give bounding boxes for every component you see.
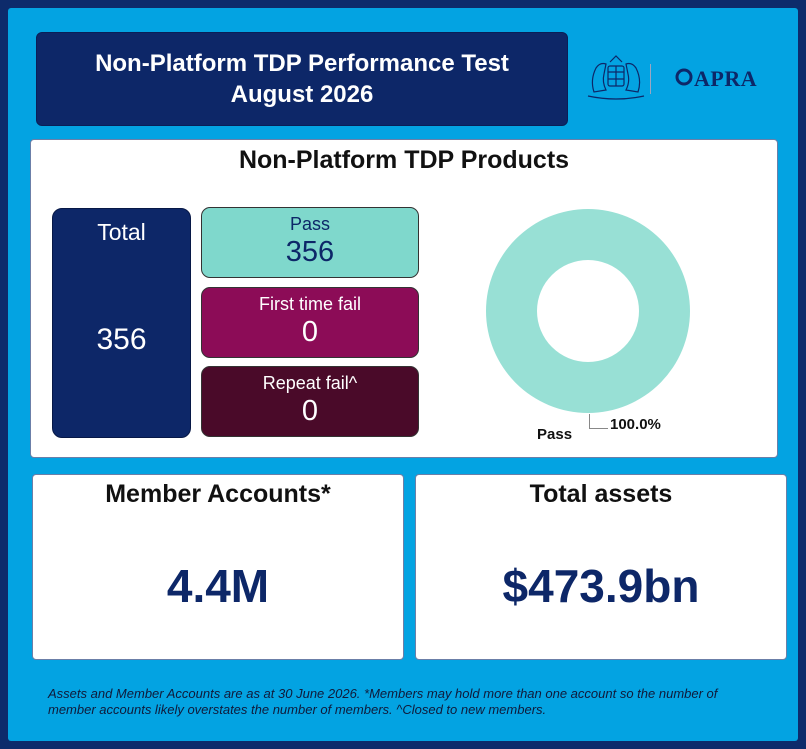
donut-category-label: Pass (537, 426, 573, 443)
pass-card: Pass 356 (201, 207, 419, 278)
first-time-fail-label: First time fail (258, 294, 361, 314)
member-accounts-title: Member Accounts* (105, 480, 331, 508)
total-label: Total (97, 219, 146, 245)
donut-chart (486, 209, 690, 413)
donut-slice-pass (486, 209, 690, 413)
first-time-fail-card: First time fail 0 (201, 287, 419, 358)
total-assets-title: Total assets (529, 480, 673, 508)
pass-value: 356 (285, 236, 335, 268)
title-line-2: August 2026 (230, 81, 374, 108)
total-assets-value: $473.9bn (502, 560, 700, 612)
first-time-fail-value: 0 (301, 316, 319, 348)
title-banner: Non-Platform TDP Performance Test August… (36, 32, 568, 126)
apra-logo-text: APRA (694, 66, 758, 91)
pass-label: Pass (289, 214, 331, 234)
member-accounts-value: 4.4M (166, 560, 270, 612)
total-assets-card: Total assets $473.9bn (415, 474, 787, 660)
products-title: Non-Platform TDP Products (238, 146, 570, 174)
footnote: Assets and Member Accounts are as at 30 … (48, 686, 718, 717)
repeat-fail-label: Repeat fail^ (262, 373, 358, 393)
apra-logo-icon (675, 68, 693, 86)
repeat-fail-value: 0 (301, 395, 319, 427)
title-line-1: Non-Platform TDP Performance Test (95, 50, 509, 77)
member-accounts-card: Member Accounts* 4.4M (32, 474, 404, 660)
donut-data-label: 100.0% (610, 416, 661, 433)
total-card: Total 356 (52, 208, 191, 438)
products-panel: Non-Platform TDP Products Total 356 Pass… (30, 139, 778, 458)
data-label-leader (589, 414, 608, 429)
repeat-fail-card: Repeat fail^ 0 (201, 366, 419, 437)
coat-of-arms-icon (587, 55, 651, 100)
total-value: 356 (96, 323, 147, 356)
logo-area: APRA (580, 52, 780, 102)
